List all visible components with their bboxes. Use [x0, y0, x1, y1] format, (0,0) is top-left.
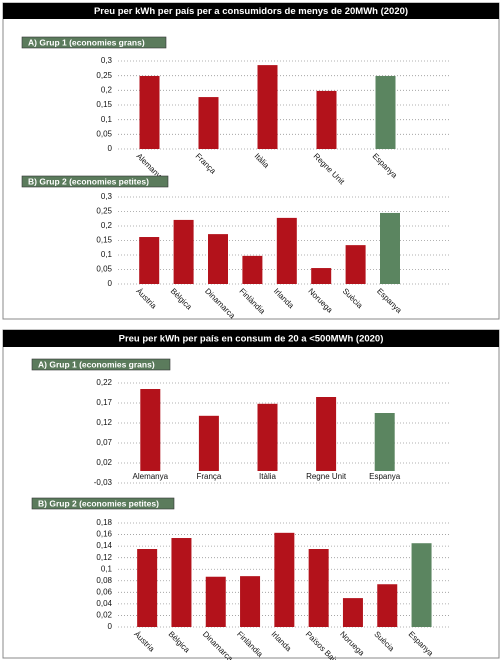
bar [198, 97, 219, 149]
y-tick-label: 0,08 [96, 576, 112, 585]
bar [173, 219, 194, 284]
y-tick-label: 0,1 [101, 250, 113, 259]
bar [139, 75, 160, 149]
y-tick-label: 0,05 [96, 129, 112, 138]
y-tick-label: 0,15 [96, 236, 112, 245]
bar [311, 268, 332, 284]
panel-title-bar [3, 330, 499, 347]
subtitle-box [31, 497, 175, 510]
x-tick-label: Regne Unit [306, 472, 347, 481]
chart-subtitle: B) Grup 2 (economies petites) [28, 176, 149, 186]
y-tick-label: 0 [108, 279, 113, 288]
bar [139, 237, 160, 284]
subtitle-box [21, 36, 167, 49]
bar [377, 584, 398, 627]
y-tick-label: 0,15 [96, 100, 112, 109]
subtitle-box [21, 175, 169, 188]
y-tick-label: 0,3 [101, 192, 113, 201]
x-tick-label: Alemanya [133, 472, 169, 481]
bar [316, 90, 337, 149]
bar [171, 538, 192, 627]
y-tick-label: 0,02 [96, 458, 112, 467]
y-tick-label: 0,1 [101, 115, 113, 124]
y-tick-label: 0,2 [101, 221, 113, 230]
y-tick-label: 0,07 [96, 438, 112, 447]
y-tick-label: 0,22 [96, 378, 112, 387]
y-tick-label: 0,2 [101, 85, 113, 94]
bar [137, 549, 158, 627]
y-tick-label: 0,06 [96, 587, 112, 596]
x-tick-label: França [196, 472, 221, 481]
y-tick-label: 0,12 [96, 553, 112, 562]
bar [345, 245, 366, 284]
chart-subtitle: A) Grup 1 (economies grans) [38, 359, 155, 369]
y-tick-label: 0,05 [96, 265, 112, 274]
bar [257, 65, 278, 149]
bar [342, 598, 363, 627]
chart-subtitle: A) Grup 1 (economies grans) [28, 37, 145, 47]
subtitle-box [31, 358, 171, 371]
x-tick-label: Espanya [369, 472, 401, 481]
y-tick-label: -0,03 [94, 478, 113, 487]
y-tick-label: 0 [108, 622, 113, 631]
bar [257, 403, 278, 471]
y-tick-label: 0,12 [96, 418, 112, 427]
y-tick-label: 0,17 [96, 398, 112, 407]
section-title: Preu per kWh per país en consum de 20 a … [119, 334, 384, 345]
y-tick-label: 0,02 [96, 611, 112, 620]
y-tick-label: 0,1 [101, 564, 113, 573]
bar [198, 415, 219, 471]
y-tick-label: 0 [108, 144, 113, 153]
bar [380, 212, 400, 284]
bar [374, 413, 395, 471]
panel-title-bar [3, 3, 499, 19]
bar [375, 75, 396, 149]
bar [411, 543, 432, 627]
bar [276, 217, 297, 284]
y-tick-label: 0,25 [96, 207, 112, 216]
bar [316, 397, 337, 471]
y-tick-label: 0,14 [96, 541, 112, 550]
bar [308, 549, 329, 627]
bar [274, 532, 295, 627]
bar [240, 576, 261, 627]
y-tick-label: 0,18 [96, 518, 112, 527]
bar [242, 255, 263, 284]
bar [205, 576, 226, 627]
y-tick-label: 0,04 [96, 599, 112, 608]
x-tick-label: Itàlia [259, 472, 276, 481]
section-title: Preu per kWh per país per a consumidors … [94, 6, 408, 17]
chart-subtitle: B) Grup 2 (economies petites) [38, 498, 159, 508]
bar [140, 389, 161, 471]
y-tick-label: 0,16 [96, 530, 112, 539]
y-tick-label: 0,3 [101, 56, 113, 65]
bar [208, 234, 228, 284]
y-tick-label: 0,25 [96, 71, 112, 80]
